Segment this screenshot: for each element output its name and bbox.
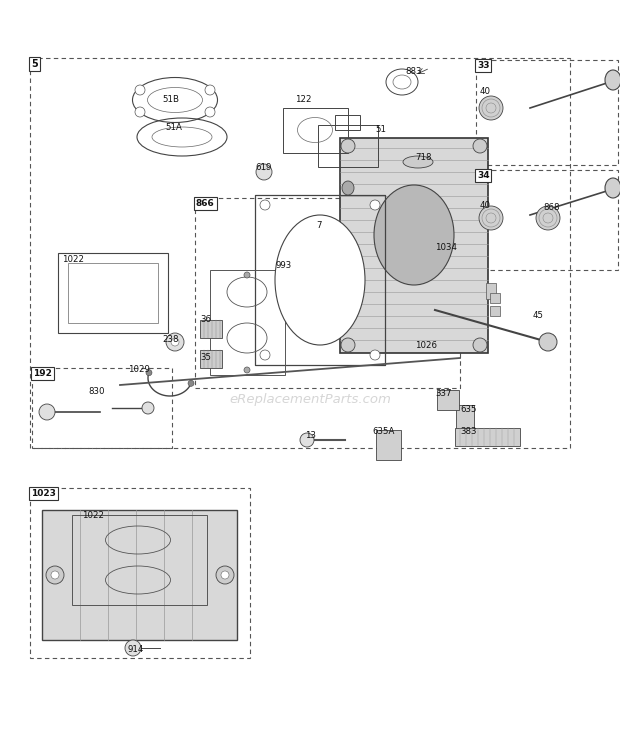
Circle shape — [135, 85, 145, 95]
Bar — [32, 368, 172, 448]
Text: 40: 40 — [480, 200, 491, 210]
Text: 619: 619 — [255, 164, 272, 173]
Circle shape — [256, 164, 272, 180]
Circle shape — [341, 338, 355, 352]
Circle shape — [39, 404, 55, 420]
Circle shape — [536, 206, 560, 230]
Bar — [255, 195, 385, 365]
Bar — [476, 170, 618, 270]
Text: 51: 51 — [375, 126, 386, 135]
Text: 13: 13 — [305, 431, 316, 440]
Text: 914: 914 — [127, 644, 143, 653]
Circle shape — [539, 333, 557, 351]
Text: 7: 7 — [316, 220, 322, 229]
Circle shape — [473, 338, 487, 352]
Circle shape — [479, 206, 503, 230]
Text: 1026: 1026 — [415, 341, 437, 350]
Text: 830: 830 — [88, 388, 105, 397]
Bar — [200, 320, 222, 338]
Circle shape — [146, 370, 152, 376]
Bar — [283, 108, 348, 153]
Bar — [490, 293, 500, 303]
Bar — [30, 58, 570, 448]
Bar — [456, 405, 474, 440]
Ellipse shape — [275, 215, 365, 345]
Ellipse shape — [605, 70, 620, 90]
Circle shape — [216, 566, 234, 584]
Circle shape — [166, 333, 184, 351]
Circle shape — [51, 571, 59, 579]
Bar — [68, 263, 158, 323]
Circle shape — [188, 380, 194, 386]
Bar — [210, 270, 285, 375]
Text: 192: 192 — [33, 369, 52, 378]
Circle shape — [370, 200, 380, 210]
Text: 1022: 1022 — [82, 510, 104, 519]
Text: 51A: 51A — [165, 124, 182, 132]
Ellipse shape — [403, 156, 433, 168]
Circle shape — [221, 571, 229, 579]
Circle shape — [46, 566, 64, 584]
Bar — [376, 430, 401, 460]
Text: 1029: 1029 — [128, 365, 150, 374]
Circle shape — [244, 272, 250, 278]
Bar — [30, 488, 250, 658]
Bar — [318, 125, 378, 167]
Text: 45: 45 — [533, 310, 544, 319]
Text: 337: 337 — [435, 388, 451, 397]
Bar — [72, 515, 207, 605]
Bar — [340, 138, 488, 353]
Circle shape — [171, 338, 179, 346]
Ellipse shape — [342, 261, 354, 275]
Text: 993: 993 — [275, 260, 291, 269]
Circle shape — [260, 350, 270, 360]
Text: 383: 383 — [460, 428, 477, 437]
Text: 868: 868 — [543, 204, 559, 213]
Ellipse shape — [374, 185, 454, 285]
Text: 5: 5 — [31, 59, 38, 69]
Text: 1022: 1022 — [62, 255, 84, 265]
Circle shape — [473, 139, 487, 153]
Bar — [455, 428, 520, 446]
Ellipse shape — [605, 178, 620, 198]
Text: 883: 883 — [405, 68, 422, 77]
Circle shape — [479, 96, 503, 120]
Text: 718: 718 — [415, 153, 432, 161]
Bar — [58, 253, 168, 333]
Text: 40: 40 — [480, 88, 491, 97]
Text: 33: 33 — [477, 61, 490, 70]
Bar — [490, 306, 500, 316]
Text: 635A: 635A — [372, 428, 394, 437]
Circle shape — [205, 107, 215, 117]
Bar — [195, 198, 460, 388]
Text: 34: 34 — [477, 171, 490, 180]
Circle shape — [341, 139, 355, 153]
Circle shape — [300, 433, 314, 447]
Bar — [42, 510, 237, 640]
Bar — [437, 390, 459, 410]
Text: 35: 35 — [200, 353, 211, 362]
Ellipse shape — [342, 181, 354, 195]
Circle shape — [244, 367, 250, 373]
Text: 238: 238 — [162, 336, 179, 344]
Text: 866: 866 — [196, 199, 215, 208]
Text: 36: 36 — [200, 315, 211, 324]
Circle shape — [205, 85, 215, 95]
Bar — [335, 115, 360, 130]
Text: eReplacementParts.com: eReplacementParts.com — [229, 394, 391, 406]
Text: 1034: 1034 — [435, 243, 457, 252]
Text: 51B: 51B — [162, 95, 179, 104]
Bar — [486, 283, 496, 299]
Text: 122: 122 — [295, 95, 311, 104]
Bar — [200, 350, 222, 368]
Circle shape — [370, 350, 380, 360]
Circle shape — [260, 200, 270, 210]
Circle shape — [142, 402, 154, 414]
Text: 635: 635 — [460, 405, 477, 414]
Bar — [476, 60, 618, 165]
Text: 1023: 1023 — [31, 489, 56, 498]
Circle shape — [135, 107, 145, 117]
Circle shape — [125, 640, 141, 656]
Bar — [486, 208, 496, 224]
